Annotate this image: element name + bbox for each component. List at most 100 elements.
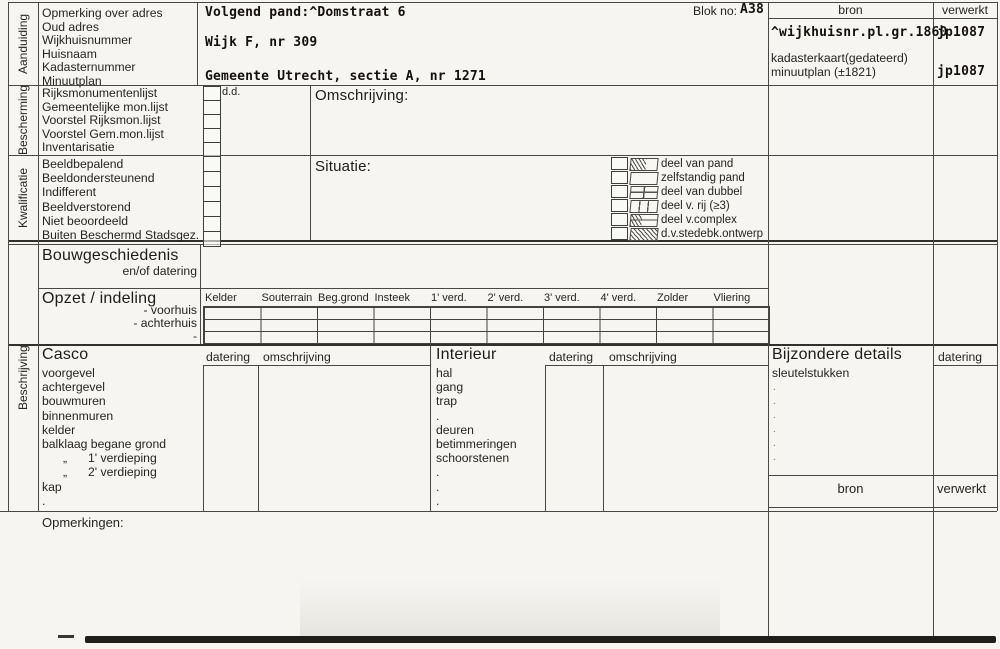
- bijzondere-datering-header: datering: [938, 350, 983, 364]
- bouwgeschiedenis-subtitle: en/of datering: [122, 264, 197, 278]
- bijzondere-details-heading: Bijzondere details: [772, 346, 902, 363]
- casco-omschrijving-header: omschrijving: [263, 350, 331, 364]
- building-type-icon: [629, 171, 659, 185]
- checkbox: [203, 128, 221, 143]
- divider: [8, 244, 997, 245]
- blok-no-value: A38: [740, 2, 765, 17]
- row-text: achtergevel: [42, 380, 106, 395]
- divider: [38, 2, 39, 511]
- situatie-option: deel v. rij (≥3): [611, 199, 763, 213]
- opmerkingen-label: Opmerkingen:: [42, 515, 124, 530]
- form-row-label: Indifferent: [42, 185, 96, 200]
- form-row-label: Opmerking over adres: [42, 6, 163, 20]
- divider: [8, 85, 997, 86]
- divider: [8, 344, 997, 346]
- typed-wijkhuisnummer: Wijk F, nr 309: [205, 35, 318, 50]
- bescherming-checkboxes: [203, 86, 221, 157]
- checkbox: [203, 100, 221, 115]
- dot-row: .: [773, 438, 776, 449]
- typed-kadasternummer: Gemeente Utrecht, sectie A, nr 1271: [205, 69, 486, 84]
- checkbox: [203, 231, 221, 247]
- bijzondere-dot-rows: ......: [773, 382, 776, 466]
- form-row-label: „ 2' verdieping: [42, 465, 166, 479]
- divider: [203, 365, 430, 366]
- dot-row: .: [773, 424, 776, 435]
- divider: [38, 288, 768, 289]
- divider: [8, 2, 9, 511]
- dot-row: .: [773, 452, 776, 463]
- bron-value-1: ^wijkhuisnr.pl.gr.1860: [771, 25, 948, 40]
- form-row-label: gang: [436, 380, 464, 395]
- situatie-option-label: deel v.complex: [661, 214, 737, 226]
- checkbox: [611, 199, 628, 212]
- column-header: Zolder: [657, 292, 689, 304]
- bron-value-2-line1: kadasterkaart(gedateerd): [771, 51, 908, 65]
- dot-row: .: [773, 396, 776, 407]
- situatie-option: deel v.complex: [611, 213, 763, 227]
- bijzondere-verwerkt-header: verwerkt: [937, 481, 987, 496]
- form-row-label: trap: [436, 394, 458, 409]
- bouwgeschiedenis-heading: Bouwgeschiedenis: [42, 247, 179, 264]
- divider: [545, 365, 546, 511]
- opzet-grid: [203, 306, 770, 344]
- checkbox: [611, 185, 628, 198]
- checkbox: [203, 186, 221, 202]
- checkbox: [203, 142, 221, 157]
- interieur-datering-header: datering: [549, 350, 594, 364]
- form-row-label: Beeldbepalend: [42, 157, 124, 171]
- form-row-label: Inventarisatie: [42, 140, 115, 155]
- verwerkt-value-2: jp1087: [937, 64, 986, 79]
- casco-row-labels: voorgevel achtergevel bouwmuren binnenmuren…: [42, 366, 166, 508]
- form-row-label: kelder: [42, 423, 166, 437]
- building-type-icon: [629, 199, 659, 213]
- form-row-label: .: [436, 493, 440, 508]
- checkbox: [203, 216, 221, 232]
- building-type-icon: [629, 227, 659, 241]
- opzet-row-labels: - voorhuis - achterhuis -: [60, 303, 197, 343]
- dot-row: .: [773, 382, 776, 393]
- row-text: .: [42, 493, 46, 508]
- form-row-label: binnenmuren: [42, 409, 166, 423]
- column-header: 3' verd.: [544, 292, 580, 304]
- section-label-kwalificatie: Kwalificatie: [16, 167, 30, 229]
- checkbox: [203, 114, 221, 129]
- situatie-option-label: deel van dubbel: [661, 186, 743, 198]
- row-text: 1' verdieping: [88, 451, 157, 466]
- row-text: balklaag begane grond: [42, 436, 167, 451]
- column-header: Vliering: [713, 292, 751, 304]
- row-text: binnenmuren: [42, 408, 114, 423]
- situatie-option: d.v.stedebk.ontwerp: [611, 227, 763, 241]
- row-text: 2' verdieping: [88, 465, 157, 480]
- column-header: Kelder: [205, 292, 237, 304]
- divider: [768, 475, 997, 476]
- form-row-label: - voorhuis: [143, 303, 197, 317]
- divider: [200, 244, 201, 344]
- situatie-option-label: deel van pand: [661, 158, 734, 170]
- row-prefix: „: [62, 451, 68, 466]
- form-row-label: Huisnaam: [42, 46, 97, 61]
- verwerkt-value-1: jp1087: [937, 25, 986, 40]
- casco-datering-header: datering: [206, 350, 251, 364]
- scan-edge-band: [85, 636, 996, 643]
- divider: [310, 85, 311, 240]
- dd-label: d.d.: [222, 86, 241, 98]
- sleutelstukken-label: sleutelstukken: [772, 366, 850, 380]
- form-row-label: Niet beoordeeld: [42, 213, 129, 228]
- column-header: 2' verd.: [487, 292, 524, 304]
- opzet-heading: Opzet / indeling: [42, 290, 157, 307]
- form-row-label: .: [436, 408, 440, 423]
- column-header: 4' verd.: [600, 292, 637, 304]
- form-row-label: Voorstel Gem.mon.lijst: [42, 126, 164, 141]
- checkbox: [611, 157, 628, 170]
- column-header: 1' verd.: [431, 292, 467, 304]
- divider: [258, 365, 259, 511]
- form-row-label: betimmeringen: [436, 436, 517, 451]
- section-label-bescherming: Bescherming: [16, 84, 30, 156]
- divider: [203, 365, 204, 511]
- form-row-label: achtergevel: [42, 380, 166, 394]
- form-row-label: .: [42, 494, 166, 508]
- situatie-heading: Situatie:: [315, 158, 371, 175]
- form-row-label: Beeldverstorend: [42, 199, 131, 214]
- divider: [545, 365, 768, 366]
